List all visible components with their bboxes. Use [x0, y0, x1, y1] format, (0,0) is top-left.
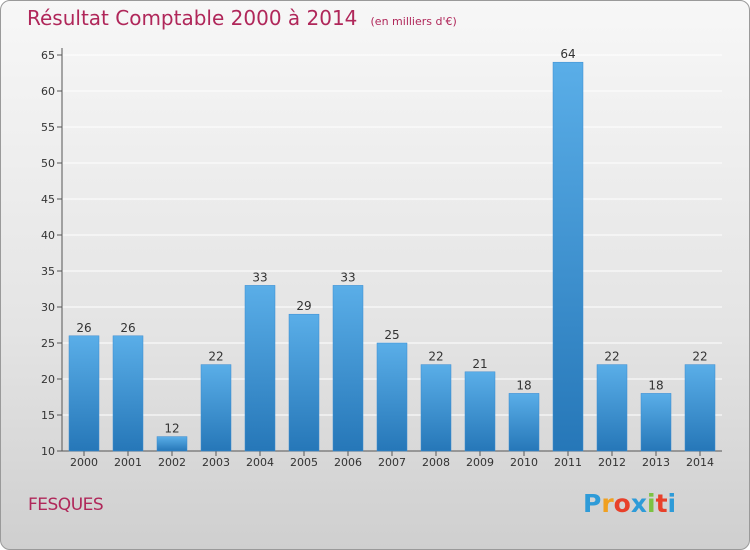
data-label-2014: 22 — [692, 350, 707, 364]
x-tick-label-2009: 2009 — [466, 456, 494, 469]
x-tick-label-2008: 2008 — [422, 456, 450, 469]
y-tick-label: 55 — [41, 121, 55, 134]
bar-2012 — [596, 364, 628, 452]
bars — [68, 61, 716, 452]
bar-2010 — [508, 393, 540, 452]
bar-2005 — [288, 313, 320, 452]
chart-unit: (en milliers d'€) — [370, 15, 457, 28]
data-label-2004: 33 — [252, 270, 267, 284]
x-tick-label-2010: 2010 — [510, 456, 538, 469]
x-tick-label-2002: 2002 — [158, 456, 186, 469]
chart-title: Résultat Comptable 2000 à 2014 — [27, 6, 358, 30]
logo-letter: P — [583, 489, 602, 518]
x-tick-label-2014: 2014 — [686, 456, 714, 469]
logo-letter: r — [601, 489, 614, 518]
x-tick-label-2007: 2007 — [378, 456, 406, 469]
data-label-2012: 22 — [604, 350, 619, 364]
data-label-2007: 25 — [384, 328, 399, 342]
bar-2011 — [552, 61, 584, 452]
data-label-2009: 21 — [472, 357, 487, 371]
y-tick-label: 15 — [41, 409, 55, 422]
data-label-2000: 26 — [76, 321, 91, 335]
x-tick-label-2003: 2003 — [202, 456, 230, 469]
bar-2008 — [420, 364, 452, 452]
x-tick-label-2000: 2000 — [70, 456, 98, 469]
y-tick-label: 35 — [41, 265, 55, 278]
data-label-2006: 33 — [340, 270, 355, 284]
bar-2013 — [640, 393, 672, 452]
data-label-2001: 26 — [120, 321, 135, 335]
bar-2014 — [684, 364, 716, 452]
y-tick-label: 10 — [41, 445, 55, 458]
y-tick-label: 40 — [41, 229, 55, 242]
bar-2001 — [112, 335, 144, 452]
y-tick-label: 45 — [41, 193, 55, 206]
proxiti-logo[interactable]: Proxiti — [583, 489, 676, 518]
data-label-2002: 12 — [164, 422, 179, 436]
y-tick-label: 65 — [41, 49, 55, 62]
data-label-2010: 18 — [516, 378, 531, 392]
data-label-2013: 18 — [648, 378, 663, 392]
x-tick-label-2011: 2011 — [554, 456, 582, 469]
data-label-2011: 64 — [560, 47, 575, 61]
logo-letter: x — [630, 489, 647, 518]
bar-2009 — [464, 371, 496, 452]
x-tick-label-2001: 2001 — [114, 456, 142, 469]
y-tick-label: 60 — [41, 85, 55, 98]
x-tick-label-2006: 2006 — [334, 456, 362, 469]
y-tick-label: 25 — [41, 337, 55, 350]
commune-name: FESQUES — [28, 495, 104, 515]
bar-2007 — [376, 342, 408, 452]
bar-2002 — [156, 436, 188, 452]
bar-2003 — [200, 364, 232, 452]
y-tick-label: 50 — [41, 157, 55, 170]
data-labels: 26 26 12 22 33 29 33 25 22 21 18 64 22 18 22 — [76, 47, 707, 435]
bar-2004 — [244, 285, 276, 452]
y-tick-label: 20 — [41, 373, 55, 386]
data-label-2005: 29 — [296, 299, 311, 313]
x-tick-label-2013: 2013 — [642, 456, 670, 469]
y-tick-label: 30 — [41, 301, 55, 314]
x-tick-label-2012: 2012 — [598, 456, 626, 469]
data-label-2008: 22 — [428, 350, 443, 364]
bar-2006 — [332, 285, 364, 452]
logo-letter: i — [647, 489, 656, 518]
title-row: Résultat Comptable 2000 à 2014 (en milli… — [27, 6, 457, 30]
x-tick-label-2005: 2005 — [290, 456, 318, 469]
logo-letter: t — [655, 489, 668, 518]
logo-letter: i — [667, 489, 677, 518]
logo-letter: o — [613, 489, 631, 518]
bar-2000 — [68, 335, 100, 452]
data-label-2003: 22 — [208, 350, 223, 364]
x-tick-label-2004: 2004 — [246, 456, 274, 469]
